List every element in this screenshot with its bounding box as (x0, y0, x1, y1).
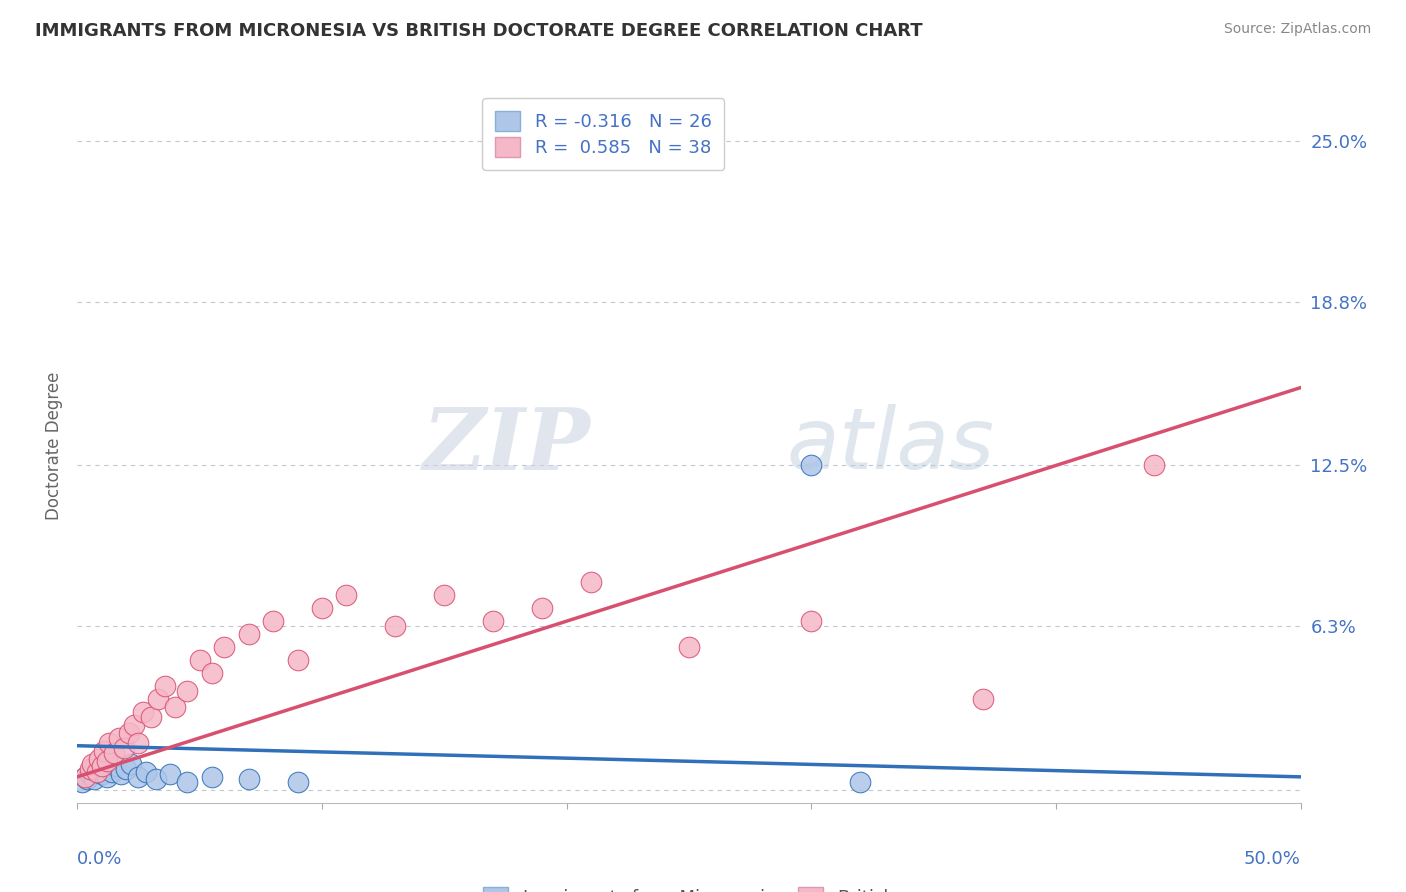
Text: 0.0%: 0.0% (77, 849, 122, 868)
Point (212, 640, 235, 654)
Legend: Immigrants from Micronesia, British: Immigrants from Micronesia, British (472, 876, 905, 892)
Point (90, 767, 112, 781)
Point (176, 775, 198, 789)
Point (100, 764, 122, 779)
Point (201, 666, 224, 681)
Point (79, 762, 101, 776)
Point (83, 772, 105, 787)
Point (238, 627, 260, 641)
Point (849, 775, 872, 789)
Point (96, 770, 118, 784)
Point (165, 699, 187, 714)
Point (80, 756, 103, 771)
Point (89, 759, 111, 773)
Point (93, 744, 115, 758)
Y-axis label: Doctorate Degree: Doctorate Degree (45, 372, 63, 520)
Point (118, 725, 141, 739)
Point (139, 710, 162, 724)
Point (433, 588, 456, 602)
Point (531, 601, 554, 615)
Point (127, 736, 149, 750)
Point (86, 764, 108, 779)
Point (800, 614, 823, 628)
Point (201, 770, 224, 784)
Point (112, 741, 135, 756)
Point (105, 759, 128, 773)
Point (287, 775, 309, 789)
Point (135, 764, 157, 779)
Point (98, 736, 121, 750)
Point (122, 718, 145, 732)
Point (115, 762, 138, 776)
Point (482, 614, 505, 628)
Point (579, 575, 602, 590)
Point (93, 762, 115, 776)
Point (132, 705, 155, 719)
Point (146, 692, 169, 706)
Point (127, 770, 149, 784)
Point (90, 759, 112, 773)
Point (311, 601, 333, 615)
Point (89, 752, 111, 766)
Point (70, 775, 93, 789)
Point (108, 731, 131, 745)
Point (287, 653, 309, 667)
Point (76, 772, 98, 787)
Point (176, 684, 198, 698)
Point (262, 614, 284, 628)
Point (384, 619, 406, 633)
Text: ZIP: ZIP (423, 404, 591, 488)
Text: IMMIGRANTS FROM MICRONESIA VS BRITISH DOCTORATE DEGREE CORRELATION CHART: IMMIGRANTS FROM MICRONESIA VS BRITISH DO… (35, 22, 922, 40)
Point (96, 754, 118, 768)
Point (110, 767, 132, 781)
Text: atlas: atlas (787, 404, 995, 488)
Point (188, 653, 211, 667)
Text: Source: ZipAtlas.com: Source: ZipAtlas.com (1223, 22, 1371, 37)
Point (159, 767, 181, 781)
Point (1143, 458, 1166, 473)
Point (73, 770, 96, 784)
Point (86, 764, 108, 779)
Point (103, 747, 125, 761)
Point (678, 640, 700, 654)
Text: 50.0%: 50.0% (1244, 849, 1301, 868)
Point (145, 772, 167, 787)
Point (79, 767, 101, 781)
Point (335, 588, 357, 602)
Point (238, 772, 260, 787)
Point (120, 756, 142, 771)
Point (73, 770, 96, 784)
Point (80, 762, 103, 776)
Point (800, 458, 823, 473)
Point (972, 692, 994, 706)
Point (155, 679, 177, 693)
